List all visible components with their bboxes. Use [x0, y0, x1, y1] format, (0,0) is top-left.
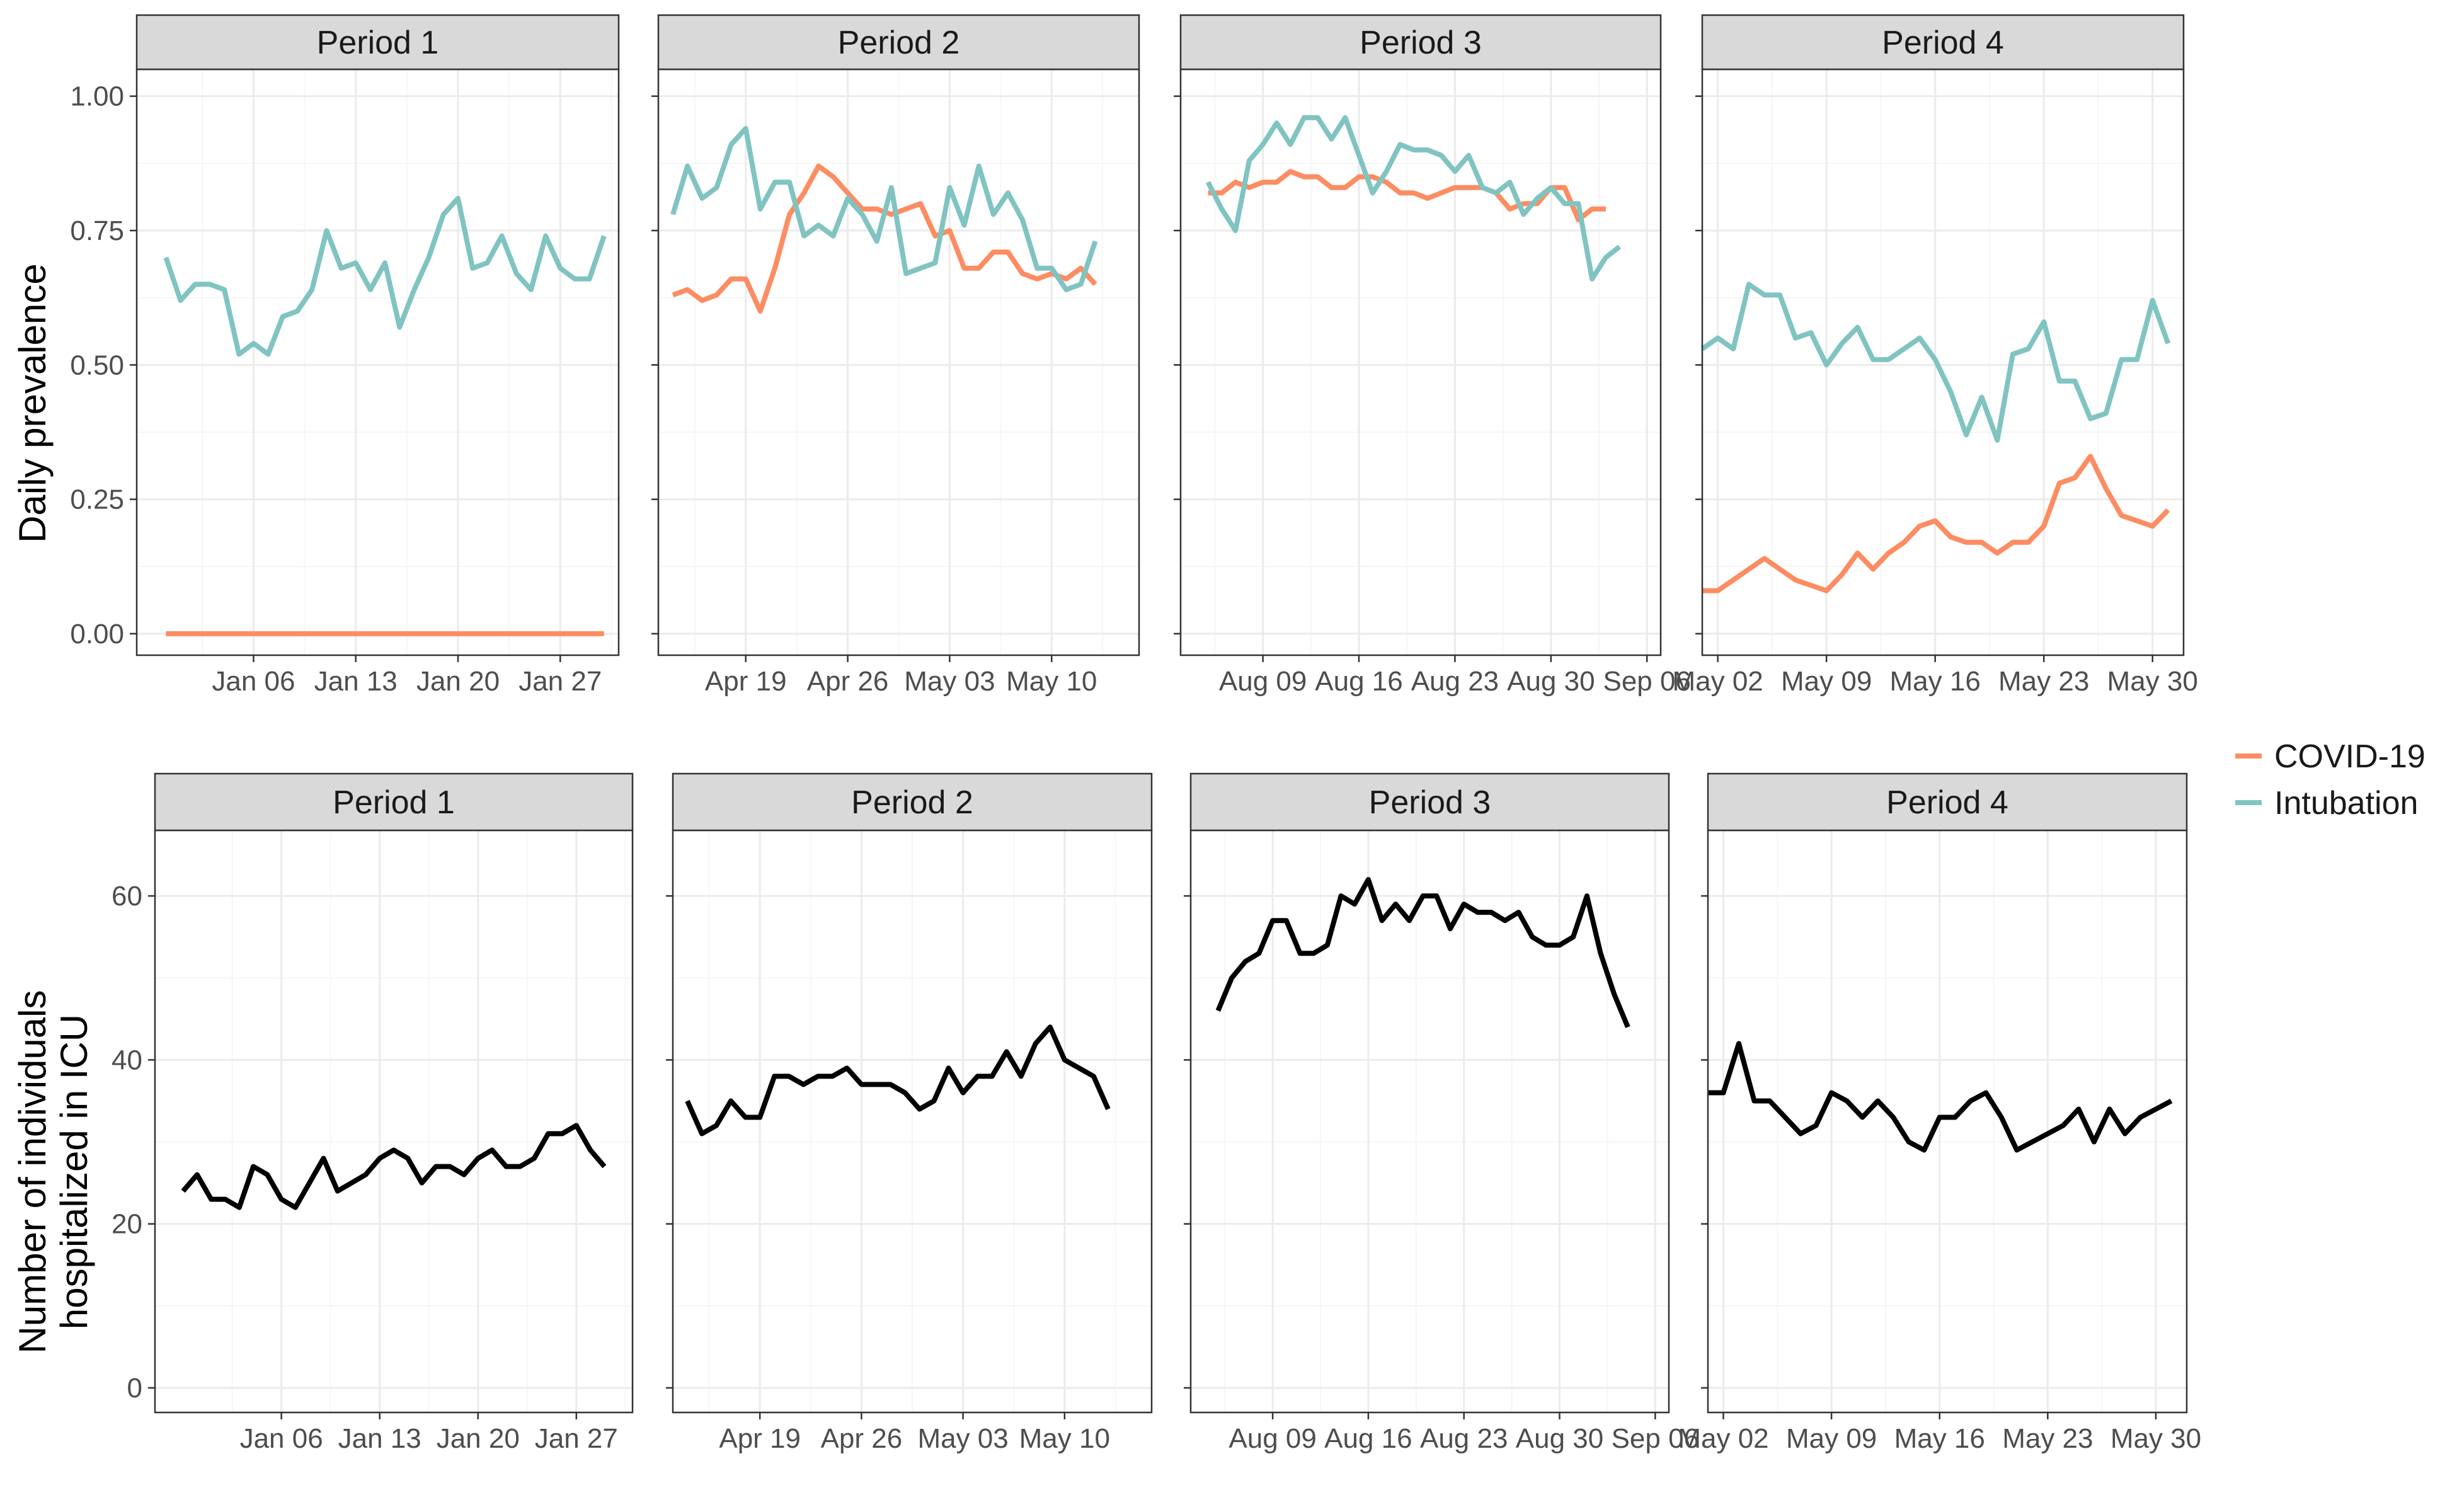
x-tick-label: May 09: [1781, 666, 1872, 697]
facet-strip-title: Period 4: [1886, 784, 2008, 821]
x-tick-label: Jan 20: [416, 666, 500, 697]
x-tick-label: May 16: [1890, 666, 1981, 697]
x-tick-label: Sep 06: [1603, 666, 1690, 697]
facet-strip: [1179, 14, 1662, 71]
series-line-intubation: [163, 195, 607, 357]
plot-background: [1181, 69, 1661, 655]
x-tick-label: Jan 06: [240, 1423, 323, 1454]
facet-r1-period-3: Period 3 Aug 09 Aug 16 Aug 23 Aug 30 Sep 06: [1174, 14, 1691, 697]
facet-strip-title: Period 1: [333, 784, 455, 821]
x-tick-label: Apr 19: [719, 1423, 801, 1454]
x-tick-label: May 03: [904, 666, 995, 697]
x-tick-label: Jan 13: [314, 666, 398, 697]
y-tick-label: 40: [112, 1045, 142, 1075]
y-tick-label: 0.00: [70, 619, 124, 650]
y-tick-label: 20: [112, 1209, 142, 1240]
series-line-intubation: [670, 125, 1098, 292]
x-tick-label: May 03: [917, 1423, 1008, 1454]
series-line-icu-count: [1215, 877, 1630, 1028]
x-tick-label: Sep 06: [1612, 1423, 1699, 1454]
plot-background: [1191, 830, 1669, 1412]
facet-strip-title: Period 3: [1369, 784, 1491, 821]
x-tick-label: Jan 06: [212, 666, 295, 697]
x-tick-label: May 16: [1894, 1423, 1985, 1454]
facet-panels: Period 1 Jan 06 Jan 13 Jan 20 Jan 27 0.00 0.25…: [70, 14, 2201, 1454]
facet-r2-period-3: Period 3 Aug 09 Aug 16 Aug 23 Aug 30 Sep 06: [1184, 772, 1699, 1454]
y-tick-label: 60: [112, 881, 142, 912]
legend-label-covid: COVID-19: [2274, 738, 2426, 775]
series-line-covid-19: [1702, 454, 2170, 593]
x-tick-label: Jan 27: [518, 666, 602, 697]
facet-strip: [672, 772, 1153, 832]
y-tick-label: 1.00: [70, 81, 124, 112]
bottom-y-axis-title-line1: Number of individuals: [11, 990, 54, 1354]
x-tick-label: Aug 16: [1324, 1423, 1412, 1454]
series-line-icu-count: [1708, 1041, 2173, 1153]
x-tick-label: Aug 16: [1315, 666, 1402, 697]
facet-strip: [1189, 772, 1670, 832]
plot-background: [155, 830, 633, 1412]
facet-strip-title: Period 2: [851, 784, 973, 821]
facet-strip-title: Period 2: [838, 25, 960, 61]
facet-r2-period-1: Period 1 Jan 06 Jan 13 Jan 20 Jan 27 0 20 40 60: [112, 772, 634, 1454]
top-y-axis-title: Daily prevalence: [11, 263, 54, 543]
x-tick-label: May 02: [1678, 1423, 1768, 1454]
x-tick-label: Jan 20: [437, 1423, 520, 1454]
facet-strip: [657, 14, 1140, 71]
legend: COVID-19 Intubation: [2235, 738, 2426, 822]
x-tick-label: Aug 30: [1507, 666, 1595, 697]
y-tick-label: 0.25: [70, 484, 124, 515]
x-tick-label: Apr 19: [705, 666, 787, 697]
x-tick-label: May 10: [1006, 666, 1097, 697]
facet-r1-period-1: Period 1 Jan 06 Jan 13 Jan 20 Jan 27 0.00 0.25…: [70, 14, 620, 697]
x-tick-label: Apr 26: [821, 1423, 903, 1454]
y-tick-label: 0.50: [70, 350, 124, 381]
facet-strip: [1707, 772, 2188, 832]
legend-label-intubation: Intubation: [2274, 785, 2418, 822]
facet-strip: [1701, 14, 2185, 71]
facet-strip-title: Period 4: [1882, 25, 2004, 61]
x-tick-label: May 09: [1786, 1423, 1877, 1454]
series-line-intubation: [1205, 115, 1622, 282]
x-tick-label: May 30: [2110, 1423, 2201, 1454]
plot-background: [1702, 69, 2184, 655]
series-line-icu-count: [685, 1024, 1111, 1137]
x-tick-label: May 30: [2107, 666, 2198, 697]
facet-r1-period-4: Period 4 May 02 May 09 May 16 May 23 May 30: [1672, 14, 2198, 697]
facet-strip: [135, 14, 620, 71]
x-tick-label: Aug 23: [1420, 1423, 1508, 1454]
y-tick-label: 0: [127, 1373, 142, 1404]
x-tick-label: Jan 13: [338, 1423, 421, 1454]
y-tick-label: 0.75: [70, 215, 124, 246]
x-tick-label: Jan 27: [535, 1423, 618, 1454]
x-tick-label: May 02: [1672, 666, 1763, 697]
x-tick-label: May 23: [2002, 1423, 2093, 1454]
facet-strip-title: Period 3: [1360, 25, 1482, 61]
facet-r1-period-2: Period 2 Apr 19 Apr 26 May 03 May 10: [651, 14, 1140, 697]
facet-strip: [154, 772, 634, 832]
facet-r2-period-2: Period 2 Apr 19 Apr 26 May 03 May 10: [666, 772, 1153, 1454]
x-tick-label: Aug 30: [1516, 1423, 1603, 1454]
x-tick-label: Aug 09: [1228, 1423, 1316, 1454]
x-tick-label: Apr 26: [807, 666, 889, 697]
facet-r2-period-4: Period 4 May 02 May 09 May 16 May 23 May 30: [1678, 772, 2201, 1454]
x-tick-label: Aug 23: [1411, 666, 1499, 697]
series-line-covid-19: [1208, 169, 1606, 222]
plot-background: [137, 69, 619, 655]
x-tick-label: Aug 09: [1219, 666, 1307, 697]
series-line-intubation: [1700, 282, 2171, 443]
facet-strip-title: Period 1: [317, 25, 439, 61]
x-tick-label: May 23: [1998, 666, 2089, 697]
bottom-y-axis-title-line2: hospitalized in ICU: [53, 1014, 95, 1329]
series-line-icu-count: [181, 1123, 607, 1210]
x-tick-label: May 10: [1019, 1423, 1110, 1454]
